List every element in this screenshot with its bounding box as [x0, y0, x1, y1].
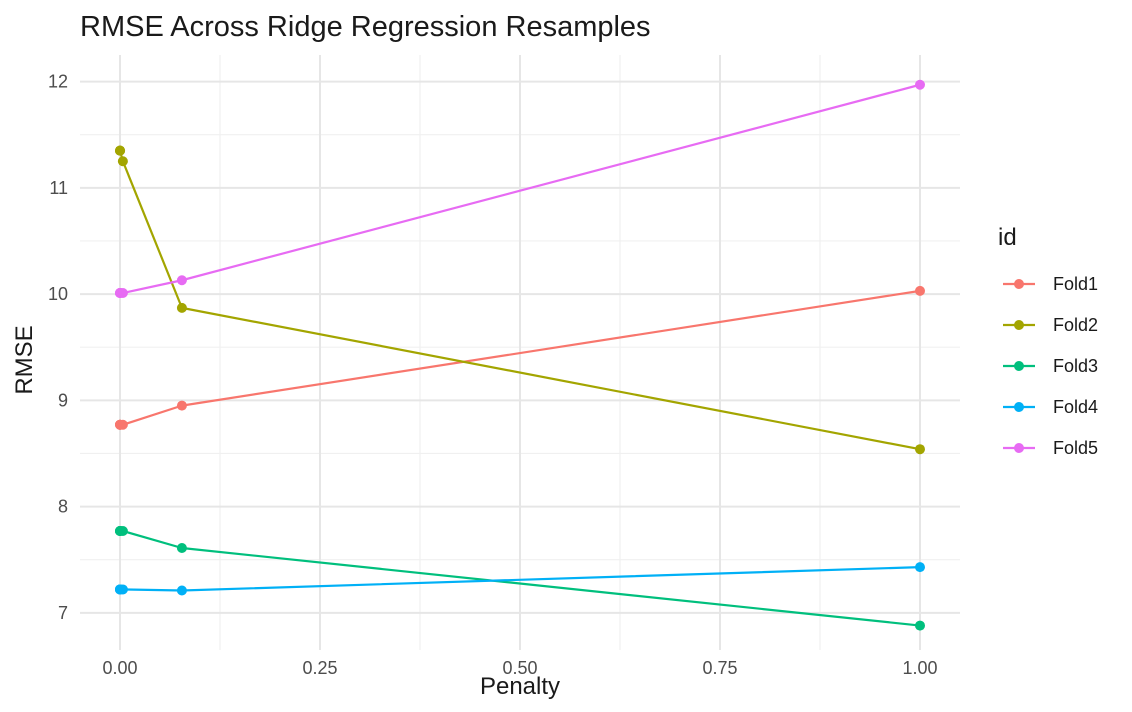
x-tick-label: 1.00 [902, 658, 937, 678]
legend: id Fold1 Fold2 Fold3 Fold4 Fold5 [998, 224, 1098, 458]
data-point-fold2 [915, 444, 925, 455]
x-axis-title: Penalty [480, 673, 560, 700]
data-point-fold4 [915, 562, 925, 573]
data-point-fold3 [117, 526, 128, 536]
data-point-fold3 [915, 620, 925, 631]
legend-label: Fold2 [1053, 315, 1098, 335]
y-axis-ticks: 7 8 9 10 11 12 [48, 72, 68, 623]
legend-key-point [1014, 361, 1024, 371]
data-point-fold3 [176, 543, 187, 553]
x-tick-label: 0.50 [502, 658, 537, 678]
y-tick-label: 12 [48, 72, 68, 92]
legend-item-fold1: Fold1 [1003, 274, 1098, 294]
x-tick-label: 0.00 [102, 658, 137, 678]
legend-title: id [998, 224, 1017, 251]
data-point-fold4 [176, 585, 187, 596]
legend-label: Fold3 [1053, 356, 1098, 376]
legend-key-point [1014, 279, 1024, 289]
legend-key-point [1014, 443, 1024, 453]
data-point-fold1 [117, 419, 128, 430]
chart-title: RMSE Across Ridge Regression Resamples [80, 11, 651, 43]
data-point-fold2 [117, 156, 128, 167]
y-axis-title: RMSE [11, 325, 38, 394]
y-tick-label: 7 [58, 603, 68, 623]
data-point-fold1 [915, 285, 925, 296]
x-tick-label: 0.75 [702, 658, 737, 678]
legend-item-fold2: Fold2 [1003, 315, 1098, 335]
data-point-fold1 [176, 400, 187, 411]
legend-item-fold4: Fold4 [1003, 397, 1098, 417]
legend-label: Fold1 [1053, 274, 1098, 294]
legend-key-point [1014, 320, 1024, 330]
data-point-fold2 [115, 145, 126, 156]
data-point-fold5 [117, 288, 128, 298]
data-point-fold2 [176, 302, 187, 313]
data-point-fold5 [915, 79, 925, 90]
data-point-fold4 [117, 584, 128, 595]
data-point-fold5 [176, 275, 187, 286]
x-axis-ticks: 0.00 0.25 0.50 0.75 1.00 [102, 658, 937, 678]
x-tick-label: 0.25 [302, 658, 337, 678]
y-tick-label: 8 [58, 497, 68, 517]
grid [80, 55, 960, 650]
legend-key-point [1014, 402, 1024, 412]
legend-label: Fold5 [1053, 438, 1098, 458]
y-tick-label: 9 [58, 390, 68, 410]
legend-item-fold5: Fold5 [1003, 438, 1098, 458]
y-tick-label: 11 [49, 178, 68, 198]
y-tick-label: 10 [48, 284, 68, 304]
series-layer [115, 79, 925, 631]
legend-item-fold3: Fold3 [1003, 356, 1098, 376]
legend-label: Fold4 [1053, 397, 1098, 417]
